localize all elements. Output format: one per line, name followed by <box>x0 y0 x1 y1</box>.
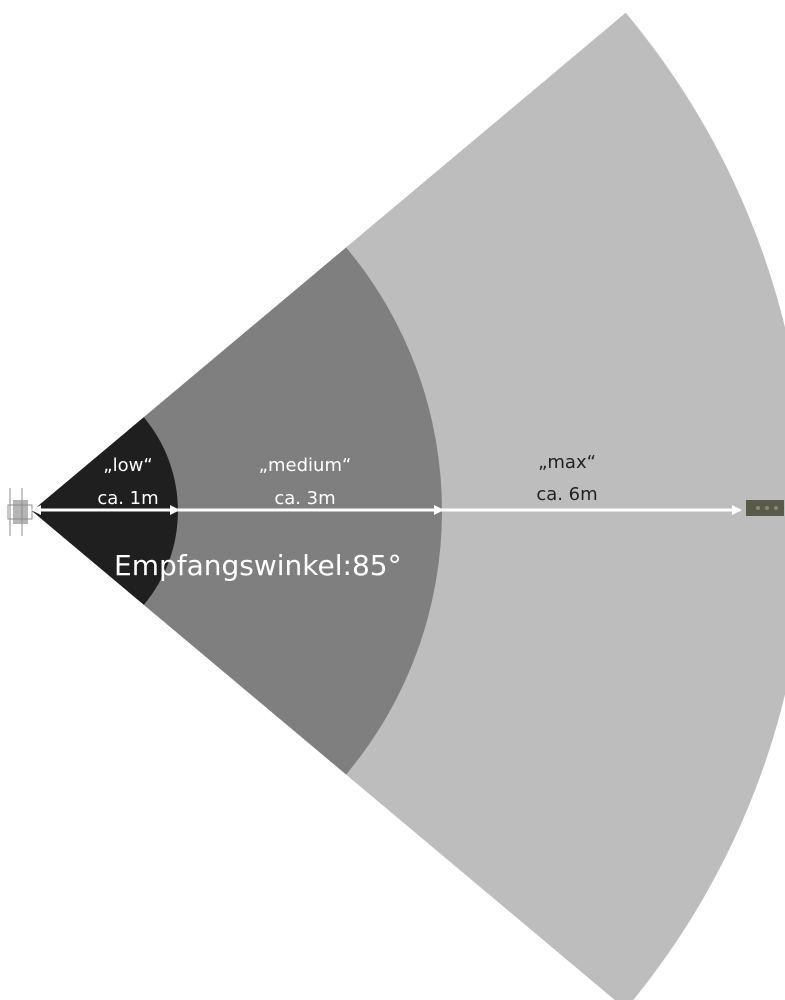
ir-receiver-device-icon <box>746 500 784 516</box>
zone-max-distance: ca. 6m <box>536 484 597 505</box>
zone-max-name: „max“ <box>538 452 596 473</box>
reception-angle-label: Empfangswinkel:85° <box>114 549 402 582</box>
ir-sender-device-icon <box>7 488 33 536</box>
zone-low-distance: ca. 1m <box>97 488 158 509</box>
zone-low-name: „low“ <box>103 455 152 476</box>
zone-medium-name: „medium“ <box>259 455 352 476</box>
zone-medium-distance: ca. 3m <box>274 488 335 509</box>
